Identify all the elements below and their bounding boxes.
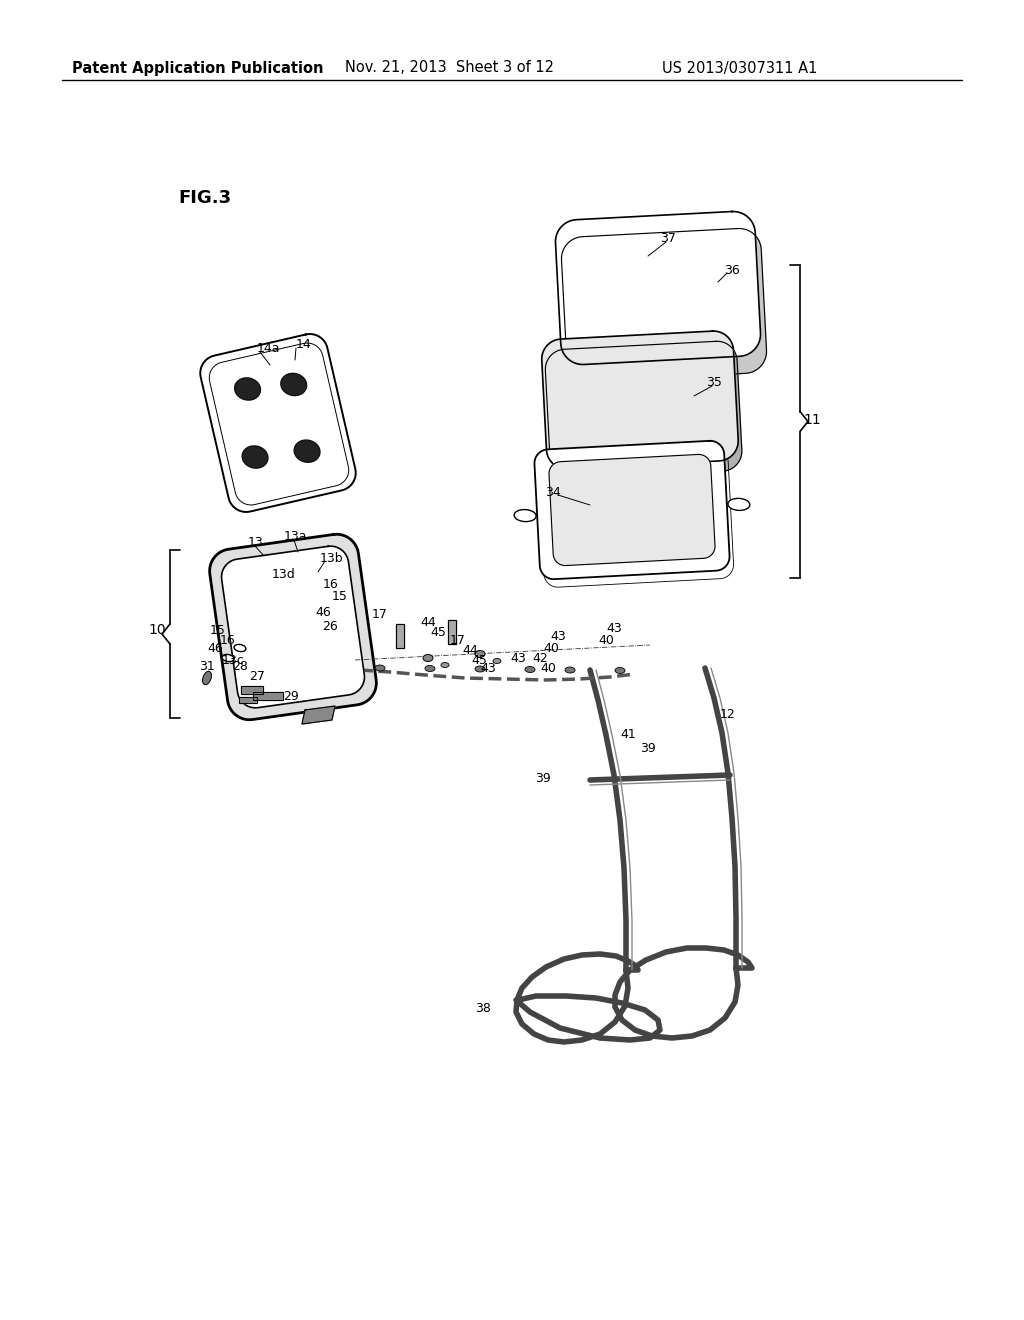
Text: 39: 39 [535, 771, 551, 784]
Text: Nov. 21, 2013  Sheet 3 of 12: Nov. 21, 2013 Sheet 3 of 12 [345, 61, 554, 75]
Polygon shape [221, 546, 365, 708]
Text: 11: 11 [803, 413, 821, 426]
Ellipse shape [565, 667, 575, 673]
Polygon shape [569, 360, 590, 381]
Polygon shape [253, 692, 283, 700]
Text: 45: 45 [430, 627, 445, 639]
Ellipse shape [728, 499, 750, 511]
Ellipse shape [281, 374, 306, 396]
Ellipse shape [234, 378, 260, 400]
Ellipse shape [294, 440, 319, 462]
Text: US 2013/0307311 A1: US 2013/0307311 A1 [662, 61, 817, 75]
Polygon shape [555, 211, 761, 364]
Ellipse shape [615, 668, 625, 673]
Text: 13b: 13b [319, 552, 344, 565]
Text: 39: 39 [640, 742, 655, 755]
Ellipse shape [475, 667, 485, 672]
Text: 44: 44 [462, 644, 478, 656]
Text: 26: 26 [322, 619, 338, 632]
Text: 45: 45 [471, 653, 486, 667]
Text: 14a: 14a [257, 342, 281, 355]
Text: 34: 34 [545, 486, 561, 499]
Ellipse shape [375, 665, 385, 671]
Text: 43: 43 [510, 652, 525, 664]
Text: 43: 43 [606, 622, 622, 635]
Text: FIG.3: FIG.3 [178, 189, 231, 207]
Polygon shape [449, 620, 456, 644]
Ellipse shape [222, 655, 233, 661]
Text: 40: 40 [543, 642, 559, 655]
Text: 31: 31 [199, 660, 215, 673]
Text: 17: 17 [372, 607, 388, 620]
Text: 27: 27 [249, 671, 265, 684]
Ellipse shape [525, 667, 535, 672]
Polygon shape [396, 624, 404, 648]
Text: 36: 36 [724, 264, 739, 276]
Polygon shape [239, 697, 257, 704]
Polygon shape [549, 454, 715, 565]
Ellipse shape [203, 672, 212, 685]
Text: 38: 38 [475, 1002, 490, 1015]
Text: 42: 42 [532, 652, 548, 664]
Text: 13c: 13c [222, 653, 245, 667]
Text: 28: 28 [232, 660, 248, 672]
Text: 46: 46 [315, 606, 331, 619]
Polygon shape [535, 441, 729, 579]
Text: 13: 13 [248, 536, 264, 549]
Text: 43: 43 [550, 630, 565, 643]
Ellipse shape [441, 663, 449, 668]
Text: 43: 43 [480, 661, 496, 675]
Polygon shape [241, 686, 263, 694]
Polygon shape [554, 465, 571, 479]
Ellipse shape [242, 446, 268, 469]
Polygon shape [210, 535, 377, 719]
Text: Patent Application Publication: Patent Application Publication [72, 61, 324, 75]
Text: 41: 41 [620, 729, 636, 742]
Ellipse shape [423, 655, 433, 661]
Text: 29: 29 [283, 689, 299, 702]
Text: 40: 40 [540, 661, 556, 675]
Text: 15: 15 [332, 590, 348, 602]
Text: 15: 15 [210, 623, 226, 636]
Polygon shape [542, 331, 738, 469]
Ellipse shape [493, 659, 501, 664]
Text: 10: 10 [148, 623, 166, 638]
Text: 14: 14 [296, 338, 311, 351]
Polygon shape [302, 706, 335, 723]
Ellipse shape [425, 665, 435, 672]
Text: 40: 40 [598, 634, 613, 647]
Text: 35: 35 [706, 376, 722, 389]
Text: 46: 46 [207, 642, 223, 655]
Text: 44: 44 [420, 615, 436, 628]
Polygon shape [201, 334, 355, 512]
Ellipse shape [475, 651, 485, 657]
Text: 37: 37 [660, 231, 676, 244]
Ellipse shape [234, 644, 246, 652]
Text: 16: 16 [220, 634, 236, 647]
Polygon shape [546, 342, 741, 479]
Text: 13a: 13a [284, 531, 307, 544]
Text: 17: 17 [450, 634, 466, 647]
Text: 13d: 13d [272, 568, 296, 581]
Text: 16: 16 [323, 578, 339, 590]
Ellipse shape [514, 510, 537, 521]
Polygon shape [561, 228, 767, 381]
Text: 12: 12 [720, 709, 736, 722]
